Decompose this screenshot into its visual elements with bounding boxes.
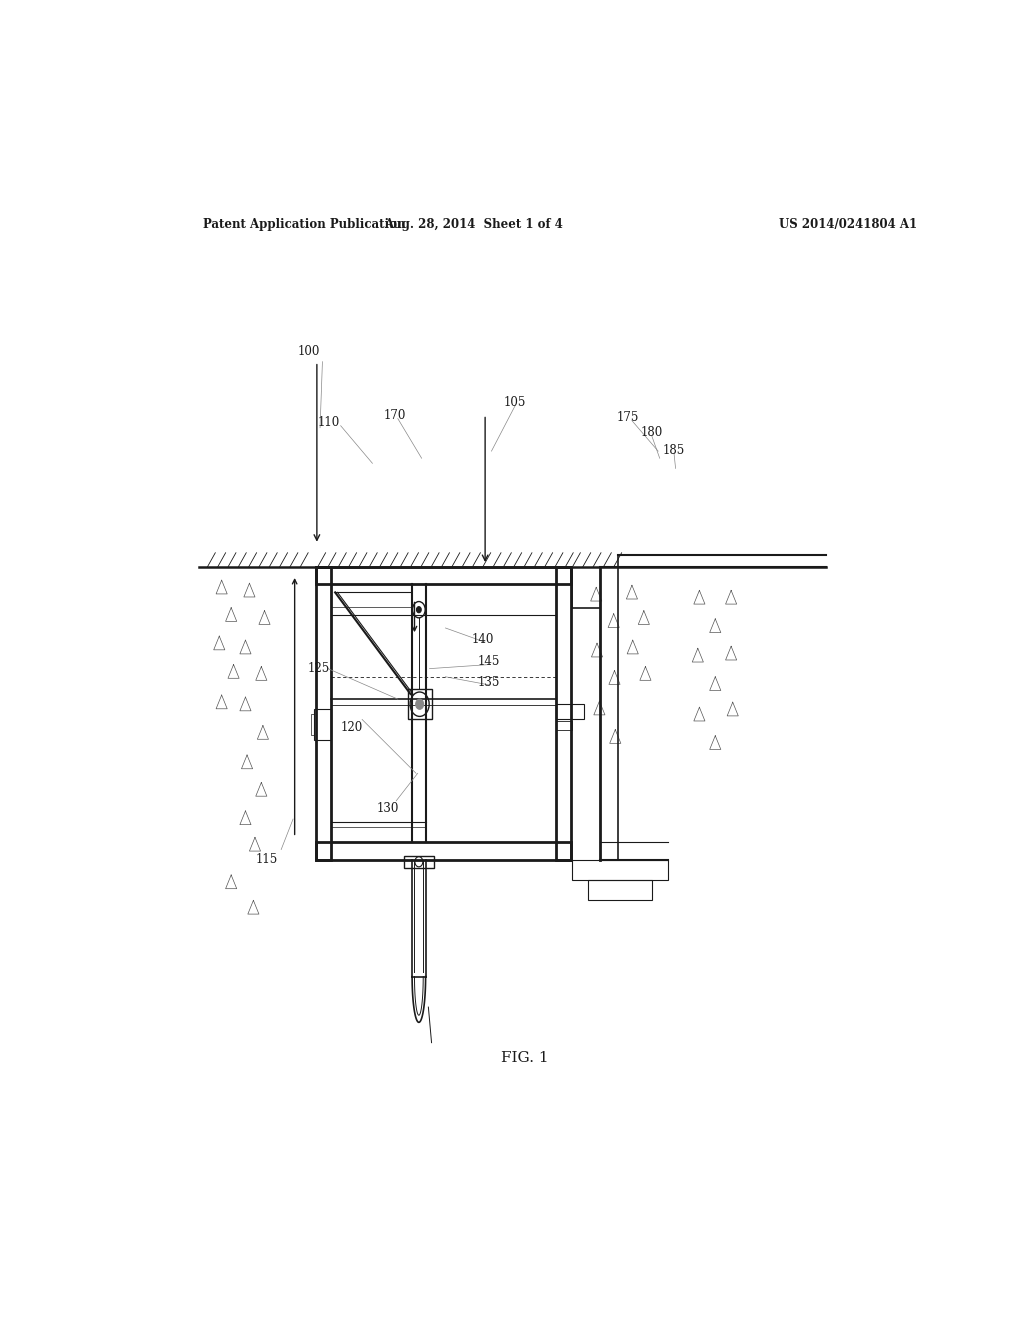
Bar: [556, 722, 571, 730]
Text: 145: 145: [478, 655, 501, 668]
Bar: [588, 880, 651, 900]
Text: 110: 110: [317, 416, 340, 429]
Bar: [556, 568, 570, 859]
Bar: [310, 714, 313, 735]
Text: 135: 135: [478, 676, 501, 689]
Text: 115: 115: [256, 853, 278, 866]
Bar: [409, 689, 432, 719]
Text: 140: 140: [471, 632, 494, 645]
Text: US 2014/0241804 A1: US 2014/0241804 A1: [778, 218, 916, 231]
Text: FIG. 1: FIG. 1: [501, 1051, 549, 1065]
Text: 125: 125: [307, 663, 330, 675]
Bar: [316, 568, 570, 585]
Bar: [316, 842, 570, 859]
Text: 170: 170: [383, 409, 406, 422]
Text: Patent Application Publication: Patent Application Publication: [204, 218, 406, 231]
Text: 175: 175: [616, 411, 639, 424]
Text: 180: 180: [641, 426, 663, 440]
Bar: [556, 704, 584, 719]
Bar: [404, 855, 433, 867]
Bar: [313, 709, 331, 739]
Text: Aug. 28, 2014  Sheet 1 of 4: Aug. 28, 2014 Sheet 1 of 4: [384, 218, 562, 231]
Text: 100: 100: [298, 345, 321, 358]
Circle shape: [417, 607, 421, 612]
Text: 130: 130: [377, 803, 399, 816]
Bar: [316, 568, 331, 859]
Bar: [572, 859, 668, 880]
Text: 120: 120: [341, 721, 362, 734]
Text: 105: 105: [504, 396, 526, 409]
Text: 185: 185: [663, 444, 685, 457]
Circle shape: [416, 700, 424, 709]
